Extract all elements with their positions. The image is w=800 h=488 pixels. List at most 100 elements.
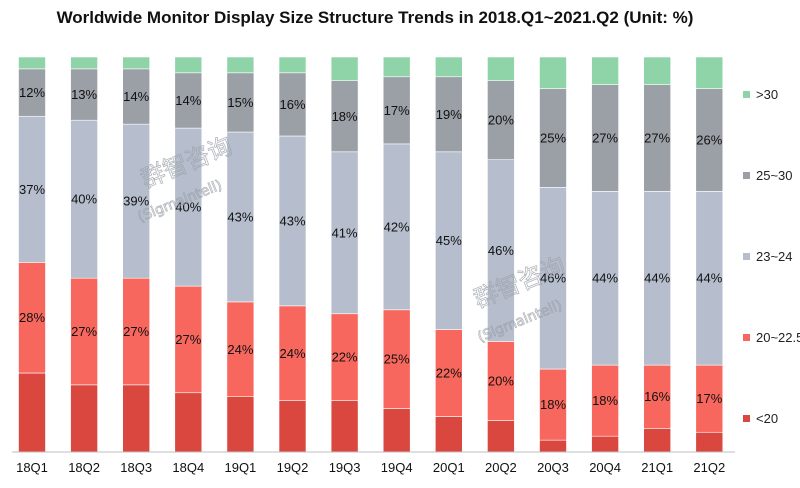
bar-segment-18Q3-5 xyxy=(122,56,150,70)
bar-segment-19Q3-2 xyxy=(330,313,359,401)
x-tick-label: 19Q4 xyxy=(381,460,413,475)
bar-segment-19Q4-3 xyxy=(382,143,411,311)
bar-segment-20Q1-5 xyxy=(434,56,463,78)
bars-group: 28% 37% 12% 27% 40% 13% 27% 39% 14% 27% 40% 14% 24% 4… xyxy=(18,56,724,453)
bar-segment-20Q2-2 xyxy=(487,341,515,421)
legend-swatch xyxy=(743,172,750,179)
data-label-20Q2-2: 20% xyxy=(488,373,514,388)
legend-swatch xyxy=(743,91,750,98)
bar-segment-19Q3-3 xyxy=(330,151,359,315)
bar-segment-21Q2-5 xyxy=(695,56,724,89)
bar-segment-18Q2-5 xyxy=(70,56,98,70)
data-label-21Q2-2: 17% xyxy=(696,391,722,406)
data-label-20Q4-4: 27% xyxy=(592,130,618,145)
bar-segment-18Q1-5 xyxy=(18,56,46,70)
legend-swatch xyxy=(743,334,750,341)
data-label-20Q2-3: 46% xyxy=(488,243,514,258)
data-label-18Q3-4: 14% xyxy=(123,89,149,104)
data-label-21Q2-3: 44% xyxy=(696,271,722,286)
bar-segment-19Q2-3 xyxy=(278,135,307,307)
bar-segment-19Q4-2 xyxy=(382,309,411,409)
bar-segment-20Q4-1 xyxy=(591,435,619,453)
bar-segment-18Q2-1 xyxy=(70,384,98,453)
data-label-19Q4-4: 17% xyxy=(384,103,410,118)
data-label-18Q3-2: 27% xyxy=(123,324,149,339)
data-label-21Q2-4: 26% xyxy=(696,132,722,147)
bar-segment-18Q3-4 xyxy=(122,68,150,125)
bar-segment-19Q2-4 xyxy=(278,72,307,137)
data-label-21Q1-3: 44% xyxy=(644,271,670,286)
data-label-19Q2-4: 16% xyxy=(279,97,305,112)
data-label-20Q1-4: 19% xyxy=(436,107,462,122)
data-label-20Q2-4: 20% xyxy=(488,113,514,128)
bar-segment-20Q4-4 xyxy=(591,84,619,192)
bar-segment-20Q3-4 xyxy=(539,88,567,188)
data-label-18Q1-3: 37% xyxy=(19,182,45,197)
legend-label: 25~30 xyxy=(756,168,793,183)
bar-segment-19Q2-2 xyxy=(278,305,307,401)
bar-segment-21Q2-1 xyxy=(695,431,724,453)
bar-segment-18Q1-4 xyxy=(18,68,46,117)
bar-segment-18Q4-5 xyxy=(174,56,203,74)
data-label-20Q3-4: 25% xyxy=(540,130,566,145)
x-tick-label: 20Q2 xyxy=(485,460,517,475)
bar-segment-19Q3-1 xyxy=(330,400,359,453)
bar-segment-20Q2-5 xyxy=(487,56,515,82)
data-label-19Q4-3: 42% xyxy=(384,219,410,234)
bar-segment-21Q2-2 xyxy=(695,364,724,433)
bar-segment-18Q1-2 xyxy=(18,262,46,374)
bar-segment-21Q1-4 xyxy=(643,84,672,192)
legend-swatch xyxy=(743,415,750,422)
bar-segment-19Q3-5 xyxy=(330,56,359,82)
bar-segment-19Q1-2 xyxy=(226,301,255,397)
bar-segment-19Q1-5 xyxy=(226,56,255,74)
data-label-19Q3-3: 41% xyxy=(332,225,358,240)
data-label-18Q2-3: 40% xyxy=(71,192,97,207)
data-label-21Q1-4: 27% xyxy=(644,130,670,145)
data-label-18Q3-3: 39% xyxy=(123,194,149,209)
data-label-19Q3-2: 22% xyxy=(332,350,358,365)
bar-segment-20Q1-2 xyxy=(434,329,463,417)
x-tick-label: 18Q3 xyxy=(120,460,152,475)
data-label-18Q4-4: 14% xyxy=(175,93,201,108)
bar-segment-18Q2-2 xyxy=(70,277,98,386)
bar-segment-20Q1-4 xyxy=(434,76,463,153)
data-label-20Q1-3: 45% xyxy=(436,233,462,248)
bar-segment-19Q1-3 xyxy=(226,131,255,303)
x-tick-label: 18Q1 xyxy=(16,460,48,475)
legend-label: 20~22.5 xyxy=(756,330,800,345)
bar-segment-19Q4-1 xyxy=(382,408,411,453)
x-tick-label: 18Q2 xyxy=(68,460,100,475)
x-axis-ticks: 18Q1 18Q2 18Q3 18Q4 19Q1 19Q2 19Q3 19Q4 20Q1 20Q2… xyxy=(16,460,725,475)
data-label-18Q2-2: 27% xyxy=(71,324,97,339)
bar-segment-21Q1-5 xyxy=(643,56,672,85)
bar-segment-20Q2-3 xyxy=(487,159,515,342)
bar-segment-21Q2-4 xyxy=(695,88,724,192)
bar-segment-18Q1-1 xyxy=(18,372,46,453)
bar-segment-19Q4-5 xyxy=(382,56,411,78)
x-tick-label: 18Q4 xyxy=(172,460,204,475)
bar-segment-18Q3-1 xyxy=(122,384,150,453)
x-tick-label: 20Q1 xyxy=(433,460,465,475)
bar-segment-18Q1-3 xyxy=(18,115,46,263)
x-tick-label: 19Q1 xyxy=(224,460,256,475)
bar-segment-19Q3-4 xyxy=(330,80,359,153)
legend-label: <20 xyxy=(756,411,778,426)
bar-segment-20Q4-3 xyxy=(591,191,619,366)
bar-segment-20Q3-1 xyxy=(539,439,567,453)
bar-segment-20Q1-1 xyxy=(434,416,463,453)
data-label-19Q4-2: 25% xyxy=(384,352,410,367)
bar-segment-18Q2-4 xyxy=(70,68,98,121)
x-tick-label: 21Q2 xyxy=(693,460,725,475)
data-label-19Q2-2: 24% xyxy=(279,346,305,361)
bar-segment-20Q3-2 xyxy=(539,368,567,441)
bar-segment-19Q1-4 xyxy=(226,72,255,133)
data-label-18Q4-3: 40% xyxy=(175,200,201,215)
data-label-20Q3-2: 18% xyxy=(540,397,566,412)
data-label-18Q1-4: 12% xyxy=(19,85,45,100)
data-label-19Q1-4: 15% xyxy=(227,95,253,110)
bar-segment-18Q4-4 xyxy=(174,72,203,129)
x-tick-label: 21Q1 xyxy=(641,460,673,475)
legend-label: >30 xyxy=(756,87,778,102)
